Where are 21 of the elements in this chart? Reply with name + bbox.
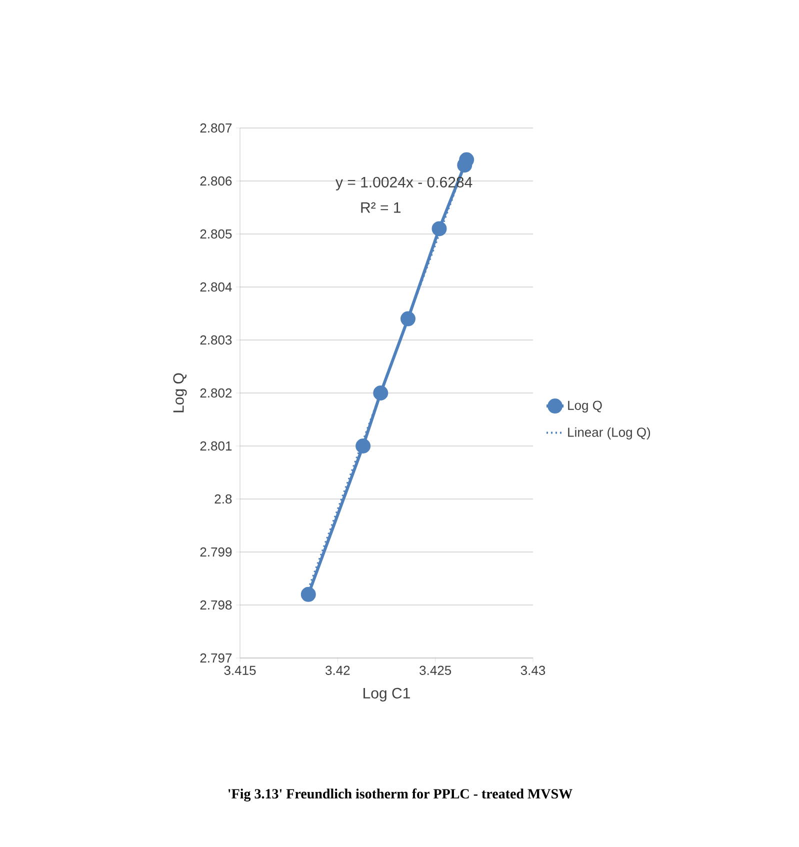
- y-tick-label: 2.806: [200, 176, 232, 186]
- y-tick-label: 2.803: [200, 335, 232, 345]
- x-tick-label: 3.42: [326, 666, 350, 675]
- text: 'Fig 3.13' Freundlich isotherm for PPLC - treated MVSW: [228, 788, 572, 802]
- y-tick-label: 2.799: [200, 547, 232, 557]
- y-tick-label: 2.804: [200, 282, 232, 292]
- y-tick-label: 2.797: [200, 653, 232, 663]
- y-tick-label: 2.8: [214, 494, 232, 504]
- x-tick-label: 3.43: [520, 666, 546, 675]
- y-tick-label: 2.801: [200, 441, 232, 451]
- y-tick-label: 2.807: [200, 123, 232, 133]
- x-tick-label: 3.425: [420, 666, 452, 675]
- y-axis-title: Log Q: [173, 373, 187, 412]
- legend-label: Log Q: [568, 400, 602, 413]
- y-tick-label: 2.802: [200, 388, 232, 398]
- y-tick-label: 2.805: [200, 229, 232, 239]
- annotation: R² = 1: [361, 202, 401, 213]
- x-tick-label: 3.415: [224, 666, 256, 675]
- x-axis-title: Log C1: [364, 688, 410, 702]
- y-tick-label: 2.798: [200, 600, 232, 610]
- legend-label: Linear (Log Q): [568, 427, 650, 440]
